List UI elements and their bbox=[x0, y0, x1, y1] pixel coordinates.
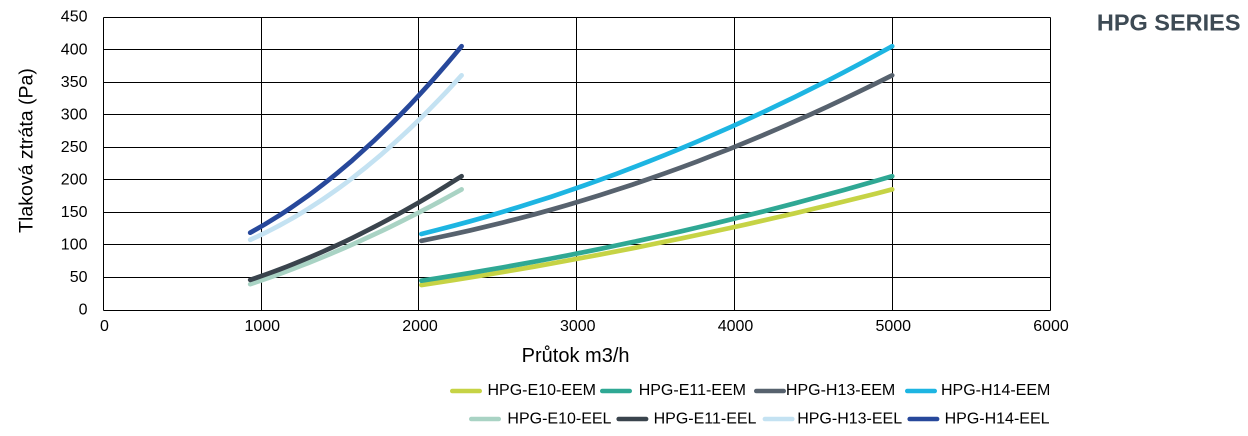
svg-text:100: 100 bbox=[61, 237, 88, 254]
svg-text:150: 150 bbox=[61, 204, 88, 221]
svg-text:400: 400 bbox=[61, 41, 88, 58]
svg-text:Průtok m3/h: Průtok m3/h bbox=[522, 345, 630, 367]
svg-text:300: 300 bbox=[61, 106, 88, 123]
svg-text:4000: 4000 bbox=[718, 318, 754, 335]
svg-text:HPG-E10-EEL: HPG-E10-EEL bbox=[507, 410, 611, 427]
svg-text:HPG-H13-EEM: HPG-H13-EEM bbox=[786, 382, 895, 399]
svg-text:5000: 5000 bbox=[875, 318, 911, 335]
svg-text:HPG-E10-EEM: HPG-E10-EEM bbox=[488, 382, 596, 399]
svg-text:250: 250 bbox=[61, 139, 88, 156]
svg-text:350: 350 bbox=[61, 74, 88, 91]
svg-text:HPG-E11-EEL: HPG-E11-EEL bbox=[654, 410, 757, 427]
svg-text:HPG-H14-EEM: HPG-H14-EEM bbox=[941, 382, 1050, 399]
svg-text:0: 0 bbox=[79, 302, 88, 319]
svg-text:HPG SERIES: HPG SERIES bbox=[1097, 10, 1241, 36]
svg-text:Tlaková ztráta (Pa): Tlaková ztráta (Pa) bbox=[16, 68, 38, 233]
svg-text:2000: 2000 bbox=[402, 318, 438, 335]
svg-text:450: 450 bbox=[61, 9, 88, 26]
svg-text:HPG-E11-EEM: HPG-E11-EEM bbox=[639, 382, 746, 399]
svg-text:50: 50 bbox=[70, 269, 88, 286]
svg-text:200: 200 bbox=[61, 171, 88, 188]
svg-text:3000: 3000 bbox=[560, 318, 596, 335]
svg-text:1000: 1000 bbox=[244, 318, 280, 335]
svg-text:HPG-H14-EEL: HPG-H14-EEL bbox=[945, 410, 1050, 427]
svg-text:HPG-H13-EEL: HPG-H13-EEL bbox=[797, 410, 902, 427]
svg-text:6000: 6000 bbox=[1033, 318, 1069, 335]
svg-text:0: 0 bbox=[100, 318, 109, 335]
